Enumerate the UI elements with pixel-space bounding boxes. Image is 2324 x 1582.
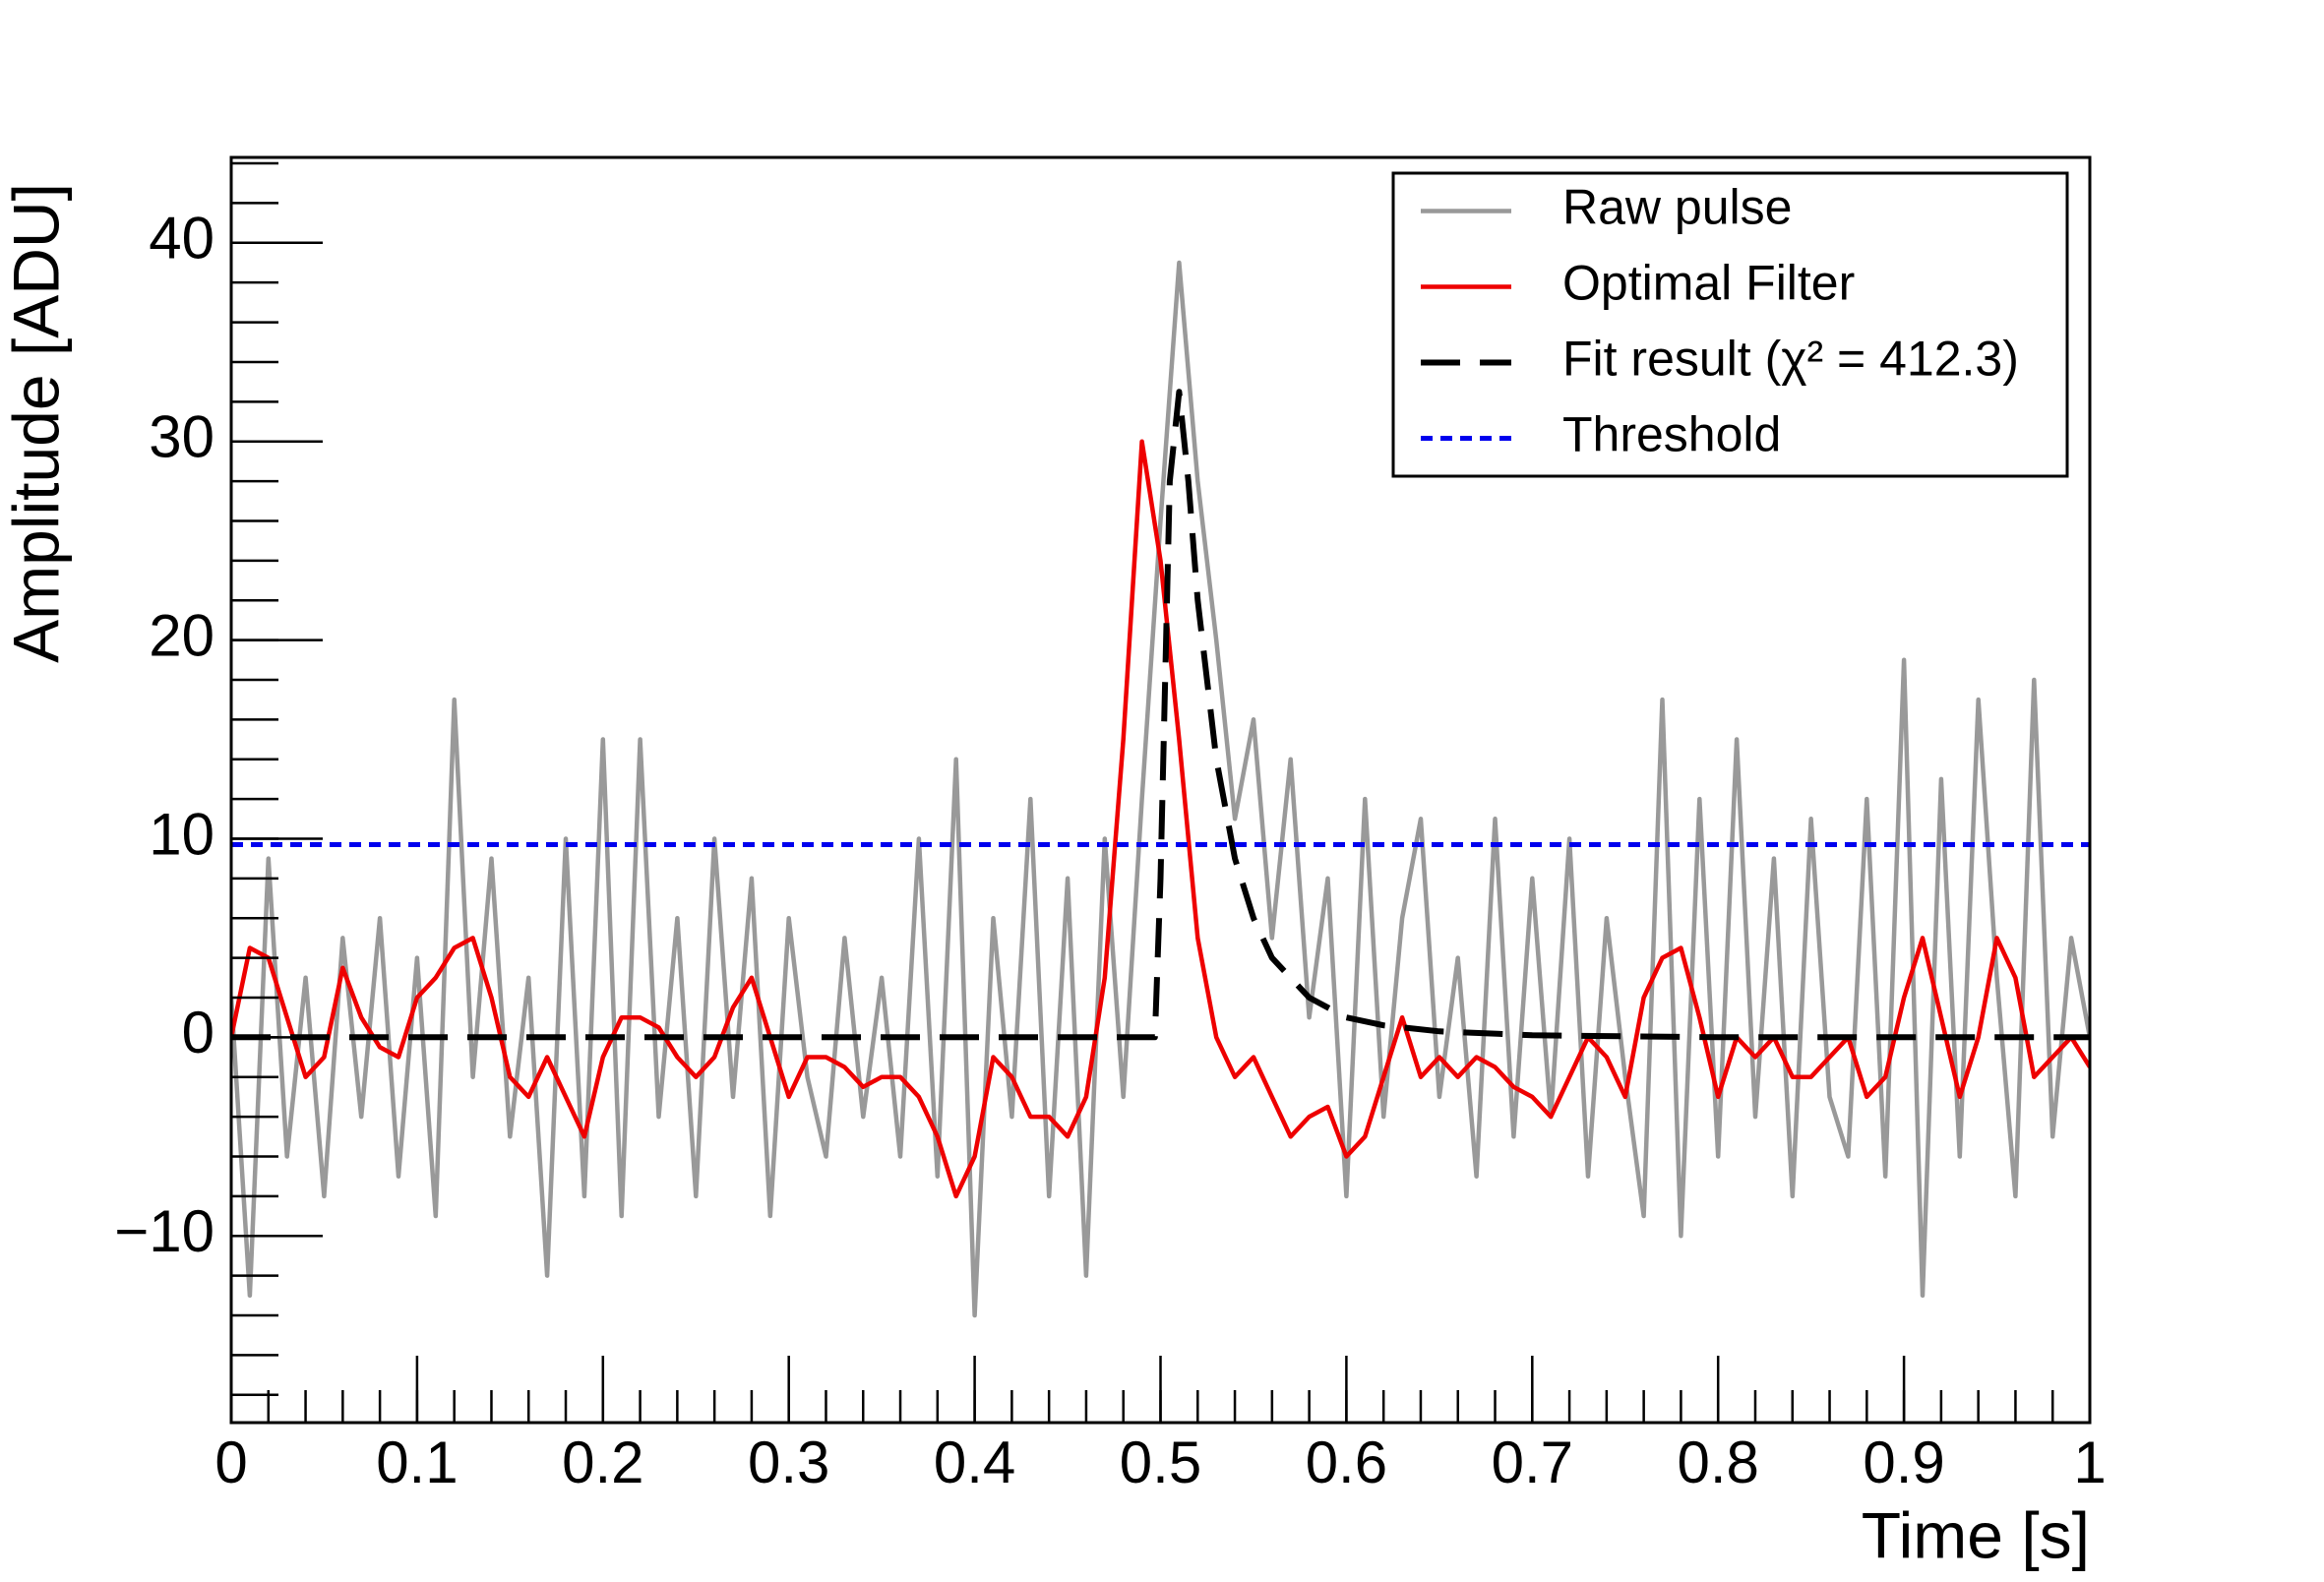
series-line	[231, 389, 2090, 1041]
y-tick-label: 30	[149, 404, 214, 470]
x-axis-title: Time [s]	[1862, 1498, 2090, 1571]
x-tick-label: 0.6	[1306, 1430, 1387, 1495]
x-tick-label: 0	[214, 1430, 247, 1495]
y-tick-label: 10	[149, 801, 214, 867]
y-tick-label: 20	[149, 602, 214, 668]
series-line	[231, 439, 2090, 1199]
x-tick-label: 0.3	[748, 1430, 829, 1495]
x-tick-label: 0.4	[934, 1430, 1015, 1495]
legend-label: Raw pulse	[1562, 180, 1792, 235]
series-line	[231, 260, 2090, 1318]
legend-label: Threshold	[1562, 407, 1781, 462]
x-tick-label: 0.5	[1120, 1430, 1201, 1495]
y-tick-label: 0	[182, 1000, 214, 1065]
x-tick-label: 0.7	[1492, 1430, 1573, 1495]
x-tick-label: 1	[2073, 1430, 2106, 1495]
x-tick-label: 0.1	[376, 1430, 458, 1495]
legend-label: Fit result (χ² = 412.3)	[1562, 332, 2019, 387]
x-tick-label: 0.2	[562, 1430, 643, 1495]
x-tick-label: 0.8	[1677, 1430, 1758, 1495]
legend-box	[1391, 171, 2069, 478]
y-tick-label: 40	[149, 206, 214, 272]
y-axis-title: Amplitude [ADU]	[0, 183, 72, 663]
x-tick-label: 0.9	[1863, 1430, 1944, 1495]
legend-label: Optimal Filter	[1562, 256, 1855, 311]
y-tick-label: −10	[114, 1198, 214, 1264]
